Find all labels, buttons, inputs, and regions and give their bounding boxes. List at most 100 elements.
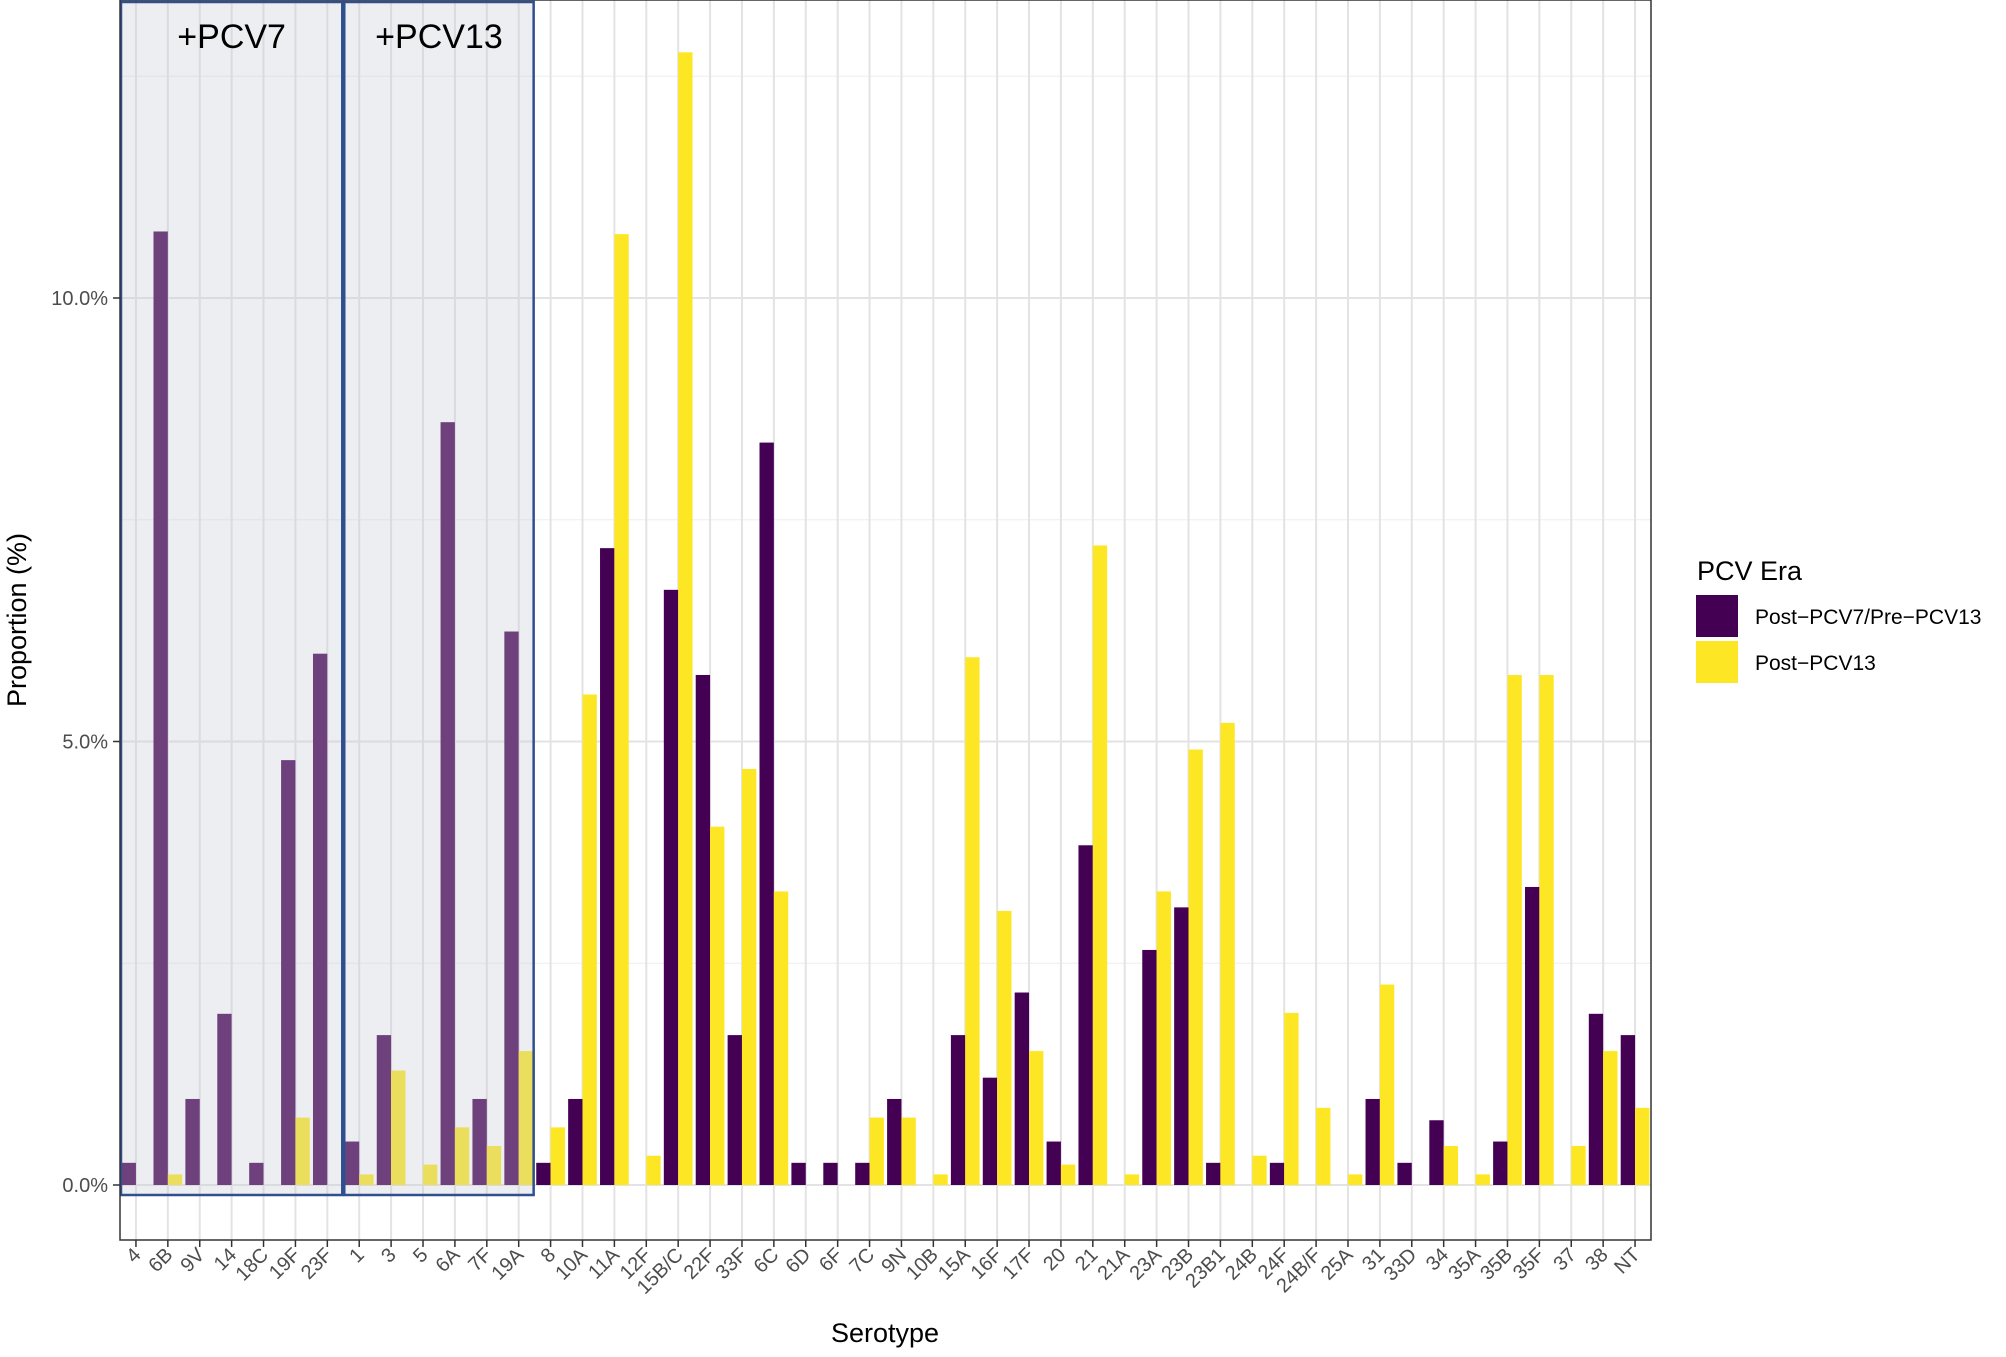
bar-post-pcv7-6a: [440, 422, 455, 1185]
bar-post-pcv7-6c: [759, 442, 774, 1185]
bar-post-pcv13-24b: [1252, 1155, 1267, 1185]
legend-label: Post−PCV13: [1755, 652, 1876, 675]
bar-post-pcv7-23b1: [1206, 1162, 1221, 1185]
bar-post-pcv13-1: [359, 1174, 374, 1185]
vaccine-box-pcv13: [343, 0, 535, 1197]
x-tick-label: 24B: [1221, 1244, 1262, 1285]
vaccine-box-label: +PCV13: [375, 18, 503, 56]
x-tick-label: 10B: [902, 1244, 943, 1285]
y-tick-label: 5.0%: [62, 732, 108, 754]
x-tick-label: 19A: [488, 1244, 529, 1285]
x-tick-label: 20: [1039, 1244, 1070, 1275]
bar-post-pcv7-23a: [1142, 949, 1157, 1185]
bar-post-pcv7-23f: [312, 653, 328, 1185]
bar-post-pcv13-6a: [454, 1127, 470, 1185]
bar-post-pcv13-11a: [614, 234, 629, 1186]
bar-post-pcv13-38: [1603, 1051, 1618, 1185]
plot-panel-border: [119, 0, 1652, 1241]
x-tick-label: 16F: [967, 1244, 1007, 1284]
bar-post-pcv13-20: [1060, 1164, 1076, 1185]
x-tick-label: 38: [1581, 1244, 1612, 1275]
bar-post-pcv13-35b: [1507, 674, 1522, 1185]
bar-post-pcv13-16f: [997, 910, 1012, 1185]
bar-post-pcv7-9n: [887, 1098, 902, 1185]
x-tick-label: 37: [1550, 1244, 1581, 1275]
bar-post-pcv7-23b: [1174, 907, 1189, 1185]
x-tick-label: 25A: [1317, 1244, 1358, 1285]
x-tick-label: 1: [345, 1244, 368, 1267]
legend-label: Post−PCV7/Pre−PCV13: [1755, 606, 1981, 629]
bar-post-pcv13-21: [1092, 545, 1108, 1185]
x-tick-label: 11A: [584, 1244, 624, 1284]
bar-post-pcv7-3: [376, 1035, 392, 1185]
x-tick-label: 9V: [176, 1244, 209, 1277]
x-tick-label: 35A: [1444, 1244, 1485, 1285]
x-tick-label: 6D: [782, 1244, 816, 1278]
legend: PCV Era Post−PCV7/Pre−PCV13 Post−PCV13: [1696, 556, 1981, 683]
y-axis-title: Proportion (%): [2, 533, 32, 707]
bar-post-pcv7-38: [1588, 1013, 1604, 1185]
bar-post-pcv7-16f: [982, 1077, 998, 1185]
x-tick-label: 19F: [265, 1244, 305, 1284]
bar-post-pcv13-5: [423, 1164, 438, 1185]
bar-post-pcv7-18c: [249, 1162, 264, 1185]
vaccine-box-label: +PCV7: [177, 18, 286, 56]
x-tick-label: 35F: [1509, 1244, 1549, 1284]
bar-post-pcv13-35a: [1475, 1174, 1490, 1185]
bar-post-pcv7-9v: [185, 1098, 200, 1185]
bar-post-pcv13-6b: [167, 1174, 183, 1185]
x-tick-label: 6A: [432, 1244, 465, 1277]
vaccine-boxes-layer: +PCV7 +PCV13: [119, 0, 535, 1197]
bar-post-pcv13-23b: [1188, 749, 1203, 1185]
x-tick-label: 21A: [1094, 1244, 1135, 1285]
y-axis: 0.0% 5.0% 10.0%: [51, 288, 120, 1197]
bar-post-pcv7-35b: [1493, 1141, 1508, 1185]
bar-post-pcv13-10b: [933, 1174, 948, 1185]
bar-post-pcv7-1: [344, 1141, 360, 1185]
x-tick-label: 15A: [934, 1244, 975, 1285]
x-tick-label: 4: [122, 1244, 145, 1267]
bar-post-pcv13-22f: [710, 826, 725, 1185]
bar-post-pcv13-35f: [1539, 674, 1554, 1185]
bar-post-pcv7-7c: [855, 1162, 870, 1185]
x-tick-label: NT: [1610, 1244, 1644, 1278]
bar-post-pcv7-nt: [1620, 1035, 1636, 1185]
bar-post-pcv13-7f: [486, 1145, 502, 1185]
x-axis-title: Serotype: [831, 1318, 939, 1348]
bar-post-pcv13-9n: [901, 1117, 916, 1185]
bar-post-pcv13-17f: [1029, 1051, 1044, 1185]
x-tick-label: 33F: [712, 1244, 752, 1284]
bar-post-pcv13-24bf: [1316, 1107, 1331, 1185]
bar-post-pcv7-7f: [472, 1098, 487, 1185]
bar-post-pcv7-4: [121, 1162, 136, 1185]
bar-post-pcv13-31: [1379, 984, 1395, 1185]
bar-post-pcv13-19f: [295, 1117, 310, 1185]
bar-post-pcv7-8: [536, 1162, 551, 1185]
bars-layer: [121, 52, 1650, 1186]
x-tick-label: 6F: [815, 1244, 847, 1276]
bar-post-pcv13-25a: [1347, 1174, 1363, 1185]
x-tick-label: 17F: [999, 1244, 1039, 1284]
y-tick-label: 10.0%: [51, 288, 108, 310]
legend-swatch: [1696, 595, 1738, 637]
bar-post-pcv7-15a: [950, 1035, 966, 1185]
bar-post-pcv13-nt: [1635, 1107, 1650, 1185]
x-tick-label: 23A: [1125, 1244, 1166, 1285]
x-tick-label: 3: [377, 1244, 400, 1267]
bar-post-pcv7-6f: [823, 1162, 838, 1185]
bar-post-pcv13-8: [550, 1127, 565, 1185]
bar-post-pcv7-19f: [281, 760, 296, 1185]
bar-post-pcv7-11a: [600, 548, 615, 1185]
bar-post-pcv7-33d: [1397, 1162, 1412, 1185]
y-tick-label: 0.0%: [62, 1175, 108, 1197]
bar-post-pcv7-17f: [1014, 992, 1030, 1185]
bar-post-pcv7-10a: [568, 1098, 583, 1185]
bar-post-pcv13-3: [391, 1070, 406, 1185]
bar-post-pcv13-21a: [1124, 1174, 1140, 1185]
bar-post-pcv13-37: [1571, 1145, 1586, 1185]
x-tick-label: 10A: [551, 1244, 592, 1285]
bar-post-pcv7-21: [1078, 845, 1093, 1185]
bar-post-pcv13-19a: [518, 1051, 534, 1185]
